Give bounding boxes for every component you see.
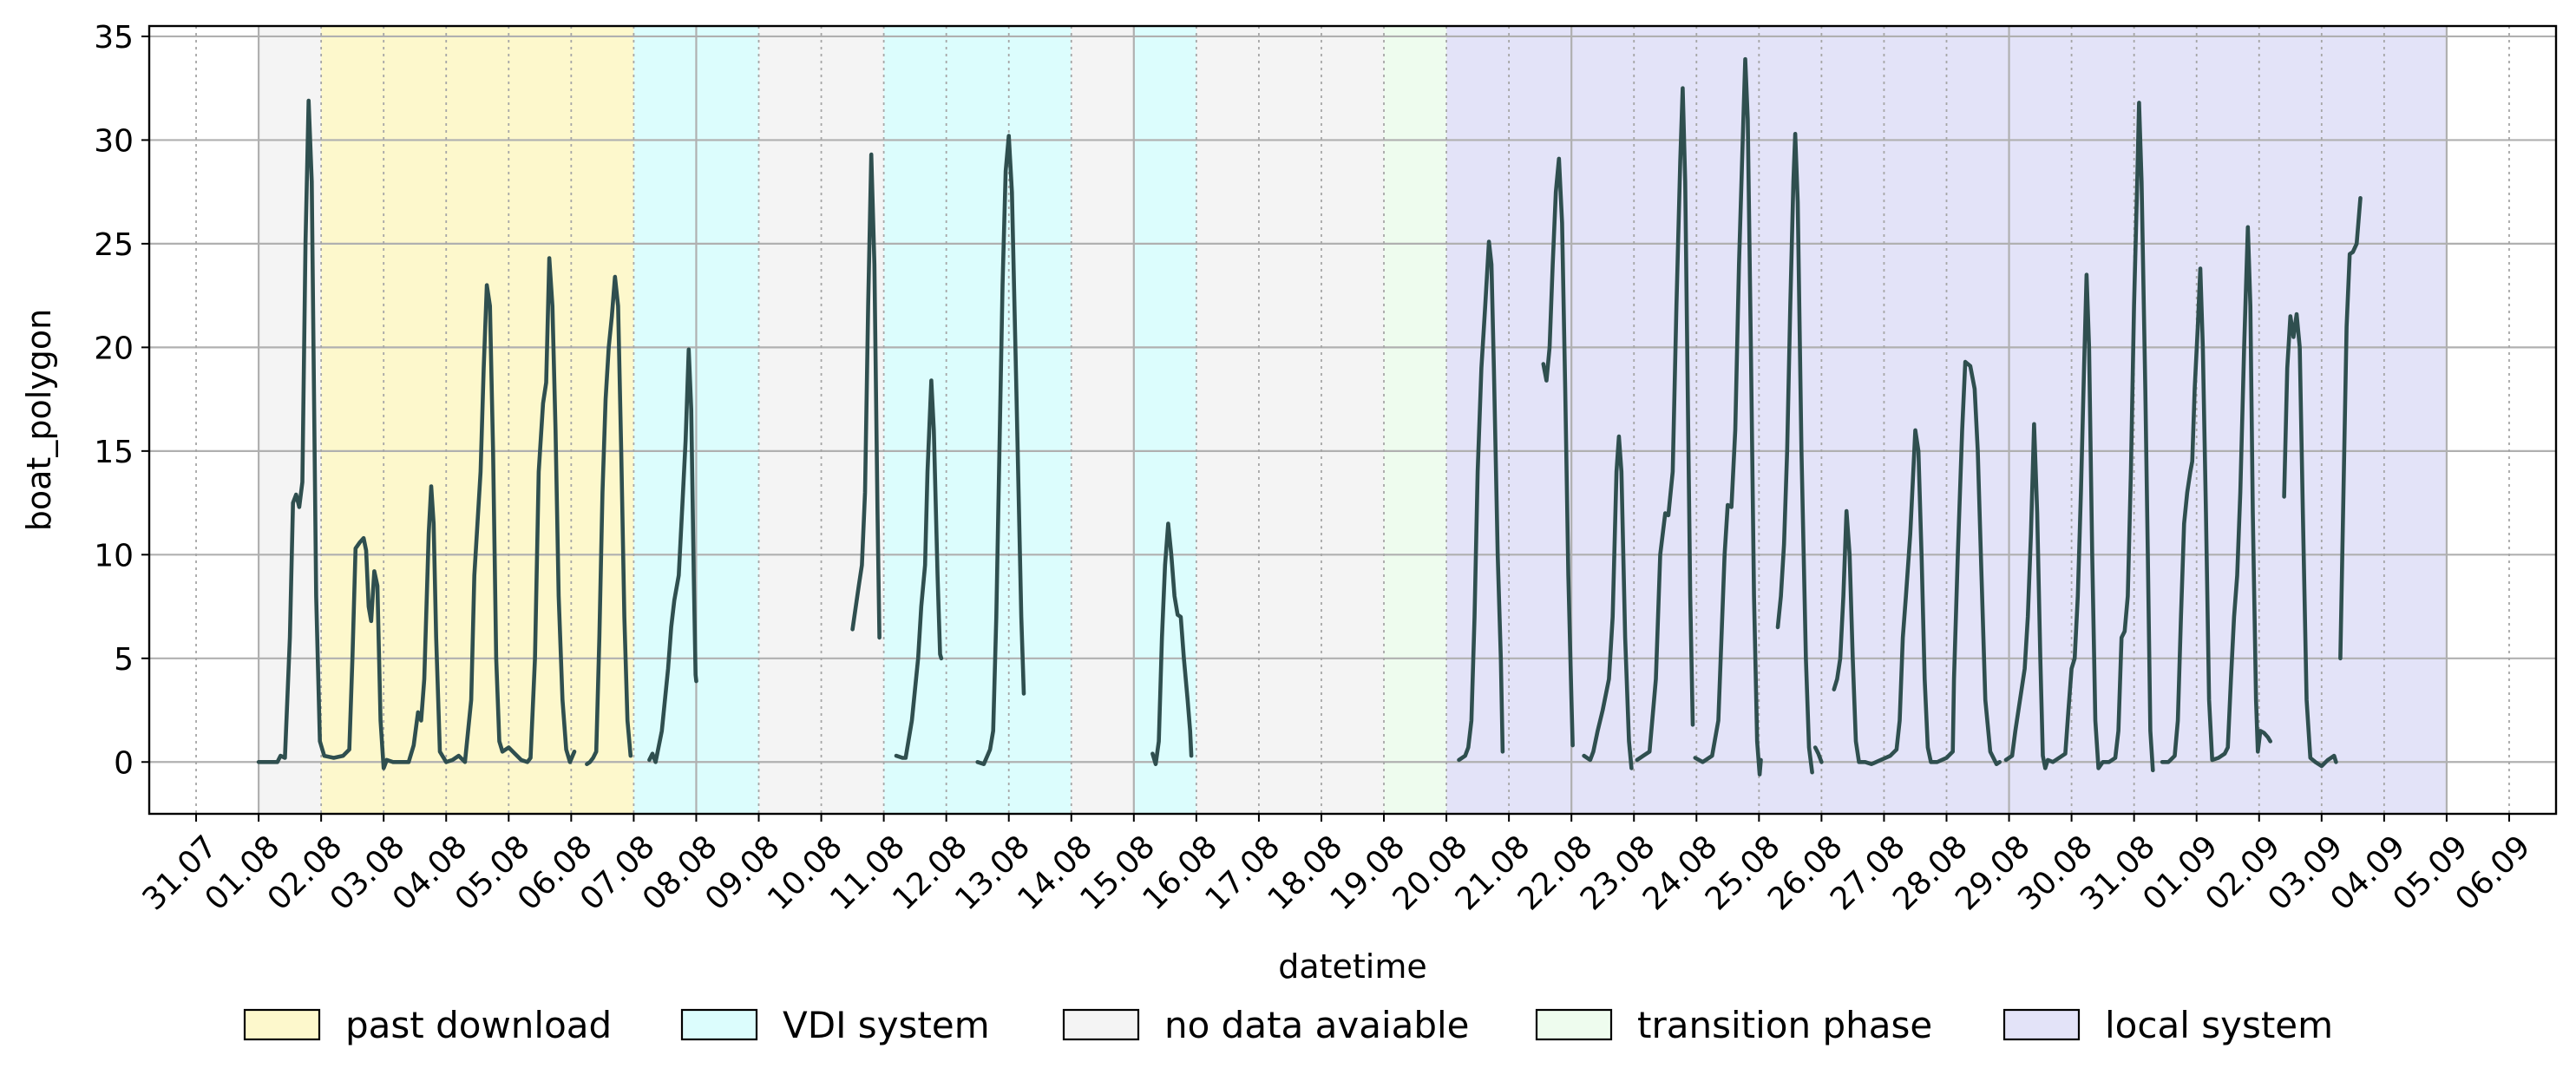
legend-label: local system [2105,1004,2333,1046]
series-line [1541,156,1575,748]
legend-item: past download [243,1004,612,1046]
phase-shading-layer [259,26,2447,814]
y-tick-label: 35 [94,20,134,56]
series-line [975,134,1026,766]
y-axis-title: boat_polygon [20,309,58,531]
series-line [2338,196,2363,661]
series-line [1775,132,1814,775]
series-layer [256,56,2363,777]
legend-swatch [2002,1008,2081,1041]
series-line [256,98,577,770]
legend-label: transition phase [1637,1004,1932,1046]
series-line [1832,359,2002,766]
legend-item: local system [2002,1004,2333,1046]
series-line [1812,745,1824,764]
series-line [1635,86,1695,763]
grid-layer [149,26,2556,814]
phase-band [321,26,634,814]
legend-swatch [243,1008,321,1041]
legend-item: VDI system [680,1004,990,1046]
series-line [1457,239,1505,763]
phase-band [1446,26,2447,814]
series-line [850,152,882,640]
series-line [1582,434,1634,770]
series-line [2003,101,2155,773]
y-tick-label: 5 [114,642,134,678]
legend: past download VDI system no data avaiable t… [243,1004,2333,1046]
phase-band [1071,26,1134,814]
phase-band [883,26,1072,814]
x-axis-title: datetime [1278,947,1427,986]
series-line [1693,56,1763,777]
y-tick-label: 30 [94,123,134,159]
legend-item: no data avaiable [1062,1004,1470,1046]
legend-swatch [1535,1008,1613,1041]
y-tick-label: 10 [94,538,134,573]
y-tick-label: 25 [94,227,134,263]
legend-swatch [1062,1008,1140,1041]
y-tick-label: 20 [94,331,134,366]
phase-band [1196,26,1385,814]
series-line [647,347,698,764]
legend-label: VDI system [783,1004,990,1046]
y-tick-label: 15 [94,435,134,470]
legend-label: no data avaiable [1164,1004,1470,1046]
legend-swatch [680,1008,758,1041]
phase-band [758,26,884,814]
series-line [585,274,633,766]
series-line [894,378,944,760]
series-line [1150,521,1194,766]
plot-frame [147,24,2558,816]
series-line [2160,225,2272,764]
y-tick-label: 0 [114,745,134,781]
legend-item: transition phase [1535,1004,1932,1046]
legend-label: past download [345,1004,612,1046]
series-line [2282,311,2338,769]
phase-band [1384,26,1447,814]
